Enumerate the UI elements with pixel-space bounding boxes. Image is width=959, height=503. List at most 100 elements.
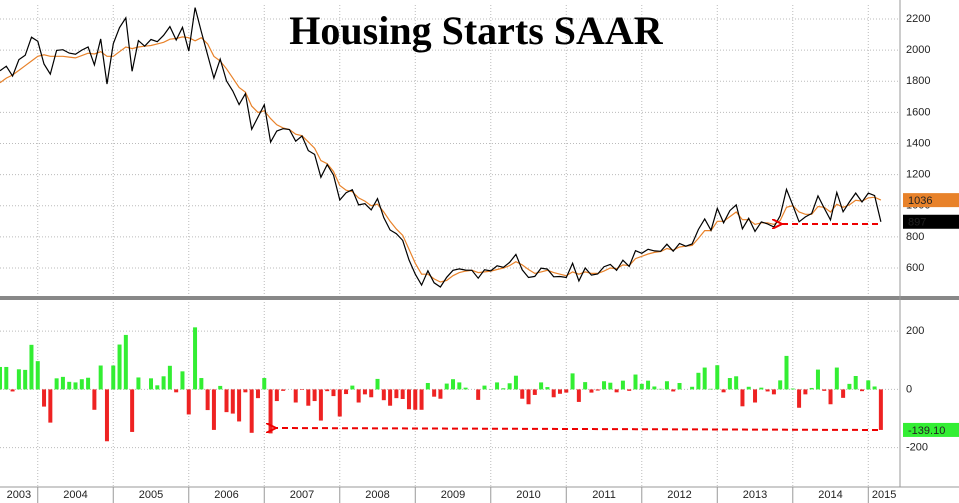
y-tick-label: -200 xyxy=(906,442,928,454)
bar xyxy=(620,380,625,390)
bar xyxy=(583,382,588,390)
bar xyxy=(406,389,411,410)
bar xyxy=(218,385,223,390)
bar xyxy=(457,382,462,390)
x-tick-label: 2013 xyxy=(743,489,767,501)
bar xyxy=(696,372,701,390)
bar xyxy=(10,389,15,392)
bar xyxy=(702,367,707,390)
chart-title: Housing Starts SAAR xyxy=(289,8,664,53)
bar xyxy=(337,389,342,417)
bar xyxy=(98,365,103,390)
bar xyxy=(180,371,185,390)
bar xyxy=(652,386,657,390)
x-tick-label: 2014 xyxy=(818,489,842,501)
x-tick-label: 2007 xyxy=(290,489,314,501)
y-tick-label: 0 xyxy=(906,383,912,395)
bar xyxy=(545,387,550,390)
bar xyxy=(708,388,713,390)
bar xyxy=(262,378,267,390)
bar xyxy=(73,382,78,390)
bar xyxy=(400,389,405,400)
bar xyxy=(193,327,198,390)
bar xyxy=(381,389,386,401)
bar xyxy=(274,389,279,402)
bar xyxy=(331,389,336,397)
bar xyxy=(570,373,575,390)
bar xyxy=(746,386,751,390)
bar xyxy=(268,389,273,434)
bar xyxy=(866,380,871,390)
bar xyxy=(841,389,846,398)
bar xyxy=(507,383,512,390)
x-tick-label: 2006 xyxy=(214,489,238,501)
bar xyxy=(167,365,172,390)
bar xyxy=(633,374,638,390)
bar xyxy=(0,366,2,390)
bar xyxy=(42,389,47,407)
last-value-badge xyxy=(903,193,959,208)
bar xyxy=(614,389,619,393)
bar xyxy=(438,389,443,399)
bar xyxy=(803,389,808,395)
bar xyxy=(677,382,682,390)
bar xyxy=(451,379,456,390)
bar xyxy=(532,389,537,395)
bar xyxy=(136,377,141,390)
bar xyxy=(149,378,154,390)
bar xyxy=(551,389,556,398)
bar xyxy=(444,383,449,390)
bar xyxy=(312,389,317,402)
bar xyxy=(809,387,814,390)
bar xyxy=(117,344,122,390)
bar xyxy=(715,365,720,390)
bar xyxy=(646,380,651,390)
bar xyxy=(476,389,481,400)
bar xyxy=(425,382,430,390)
bar xyxy=(394,389,399,399)
x-tick-label: 2012 xyxy=(667,489,691,501)
bar xyxy=(16,369,21,390)
bar xyxy=(658,388,663,390)
bar xyxy=(526,389,531,405)
bar xyxy=(419,389,424,410)
y-tick-label: 1800 xyxy=(906,75,930,87)
bar xyxy=(727,378,732,390)
x-tick-label: 2005 xyxy=(139,489,163,501)
last-value-badge xyxy=(903,422,959,437)
last-value-label: 1036 xyxy=(908,195,932,207)
bar xyxy=(318,389,323,421)
bar xyxy=(243,389,248,393)
bar xyxy=(344,389,349,395)
bar xyxy=(853,376,858,390)
bar xyxy=(784,355,789,390)
x-tick-label: 2011 xyxy=(592,489,616,501)
bar xyxy=(790,388,795,390)
bar xyxy=(306,389,311,406)
last-value-label: -139.10 xyxy=(908,425,945,437)
bar xyxy=(771,389,776,395)
bar xyxy=(413,389,418,410)
bar xyxy=(671,389,676,392)
y-tick-label: 600 xyxy=(906,262,924,274)
bar xyxy=(815,369,820,390)
series-line xyxy=(0,36,882,283)
bar xyxy=(576,389,581,402)
bar xyxy=(29,344,34,390)
bar xyxy=(664,381,669,390)
bar xyxy=(834,367,839,390)
bar xyxy=(54,378,59,390)
bar xyxy=(721,389,726,393)
bar xyxy=(557,389,562,394)
bar xyxy=(495,382,500,390)
bar xyxy=(765,389,770,392)
bar xyxy=(211,389,216,430)
bar xyxy=(48,389,53,423)
x-tick-label: 2010 xyxy=(516,489,540,501)
bar xyxy=(230,389,235,414)
x-tick-label: 2003 xyxy=(7,489,31,501)
bar xyxy=(501,388,506,390)
bar xyxy=(130,389,135,432)
bar xyxy=(92,389,97,410)
